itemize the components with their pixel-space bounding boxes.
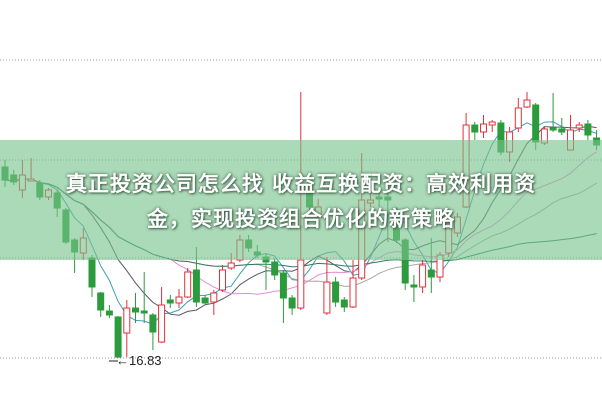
candle-body — [123, 307, 131, 334]
candle-body — [105, 310, 113, 316]
candle-body — [166, 299, 174, 304]
candle-body — [419, 264, 427, 288]
title-line-1: 真正投资公司怎么找 收益互换配资：高效利用资 — [65, 172, 537, 196]
candle-body — [288, 297, 296, 309]
candle-body — [558, 128, 566, 133]
candle-body — [340, 299, 348, 308]
candle-body — [88, 257, 96, 288]
candle-body — [140, 310, 148, 314]
candle-body — [488, 121, 496, 126]
candle-body — [271, 261, 279, 276]
candle-body — [219, 269, 226, 291]
candle-body — [471, 124, 479, 133]
candle-body — [523, 99, 531, 108]
candle-body — [132, 307, 139, 313]
title-line-2: 金，实现投资组合优化的新策略 — [147, 207, 455, 231]
candle-body — [584, 123, 592, 136]
candle-body — [201, 297, 209, 304]
candle-body — [149, 314, 157, 333]
candle-body — [514, 107, 522, 129]
title-banner — [0, 140, 602, 260]
candle-body — [297, 259, 305, 309]
candle-body — [549, 127, 557, 131]
candle-body — [323, 281, 331, 314]
candle-body — [349, 277, 357, 308]
candle-body — [175, 296, 183, 304]
candle-body — [114, 316, 122, 358]
candle-body — [532, 104, 540, 143]
candle-body — [227, 262, 235, 269]
candle-body — [279, 272, 287, 299]
low-price-annotation: ←16.83 — [116, 353, 162, 368]
candle-body — [575, 124, 583, 129]
candle-body — [97, 292, 105, 311]
candle-body — [192, 269, 200, 303]
candle-body — [332, 281, 340, 303]
candle-body — [480, 123, 487, 133]
candle-body — [427, 269, 435, 278]
candle-body — [158, 304, 166, 343]
candle-body — [210, 292, 218, 303]
candle-body — [410, 284, 418, 288]
candle-body — [184, 271, 192, 298]
